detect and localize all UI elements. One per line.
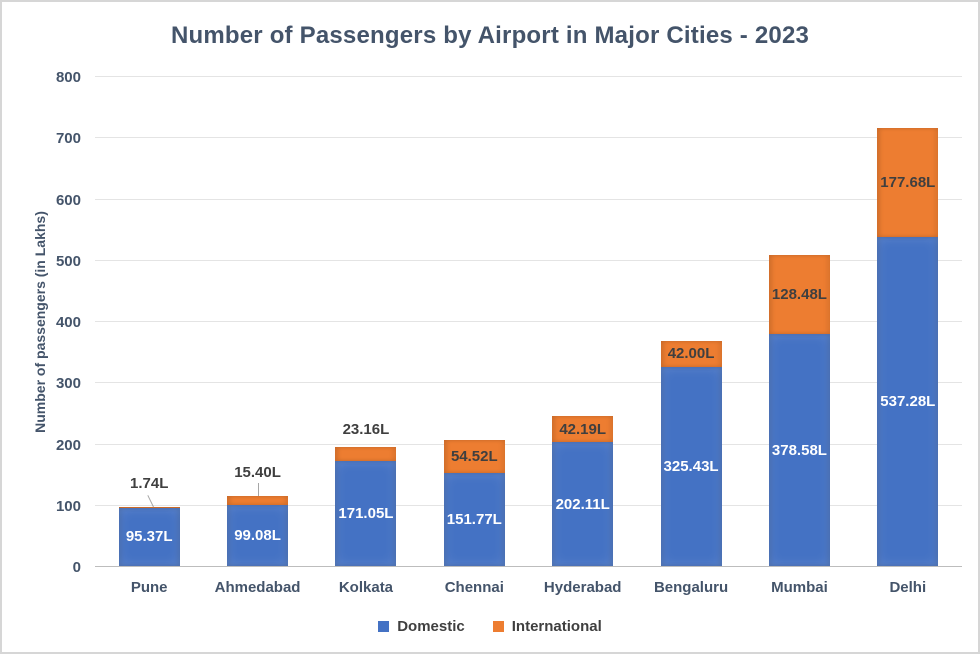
y-axis-tick-label: 0	[72, 559, 81, 576]
y-axis-tick-label: 300	[55, 375, 81, 393]
data-label-domestic-hyderabad: 202.11L	[555, 495, 610, 513]
y-axis-tick-label: 600	[55, 191, 81, 209]
legend-item-domestic: Domestic	[378, 618, 465, 635]
bar-bengaluru-domestic-segment: 325.43L	[660, 366, 722, 566]
legend-item-international: International	[492, 618, 602, 635]
bar-hyderabad-international-segment: 42.19L	[552, 416, 614, 443]
gridline-800	[95, 76, 962, 77]
data-label-domestic-pune: 95.37L	[125, 528, 173, 546]
data-label-international-ahmedabad: 15.40L	[234, 463, 281, 481]
bar-chennai-domestic-segment: 151.77L	[443, 473, 505, 566]
data-label-international-hyderabad: 42.19L	[559, 420, 607, 438]
bar-chennai-international-segment: 54.52L	[443, 439, 505, 474]
legend-label-international: International	[511, 618, 602, 635]
gridline-200	[95, 443, 962, 445]
data-label-domestic-delhi: 537.28L	[880, 392, 936, 410]
data-label-domestic-ahmedabad: 99.08L	[234, 527, 281, 545]
bar-pune-international-segment	[118, 506, 180, 508]
data-label-domestic-bengaluru: 325.43L	[663, 457, 719, 475]
domestic-swatch-icon	[378, 621, 390, 632]
x-axis-label-hyderabad: Hyderabad	[543, 579, 622, 596]
bar-pune-domestic-segment: 95.37L	[118, 507, 180, 566]
gridline-700	[95, 137, 962, 139]
bar-delhi-domestic-segment: 537.28L	[877, 236, 939, 566]
international-swatch-icon	[492, 621, 504, 632]
data-label-international-mumbai: 128.48L	[771, 286, 827, 304]
y-axis-tick-label: 500	[55, 252, 81, 270]
bar-ahmedabad-international-segment	[227, 495, 289, 506]
bar-ahmedabad-domestic-segment: 99.08L	[227, 505, 289, 566]
x-axis-label-pune: Pune	[130, 579, 168, 596]
bar-hyderabad-domestic-segment: 202.11L	[552, 442, 614, 566]
legend: Domestic International	[2, 618, 978, 635]
y-axis-tick-label: 100	[55, 497, 81, 515]
x-axis-label-delhi: Delhi	[889, 579, 927, 596]
x-axis-label-bengaluru: Bengaluru	[653, 579, 729, 596]
x-axis-label-mumbai: Mumbai	[771, 579, 828, 596]
x-axis-label-kolkata: Kolkata	[338, 579, 394, 596]
x-axis-label-chennai: Chennai	[444, 579, 504, 596]
chart-title: Number of Passengers by Airport in Major…	[170, 22, 810, 49]
leader-line-ahmedabad	[257, 482, 259, 496]
x-axis-label-ahmedabad: Ahmedabad	[214, 579, 301, 596]
data-label-international-delhi: 177.68L	[880, 174, 936, 191]
bar-mumbai-international-segment: 128.48L	[768, 255, 830, 335]
data-label-international-kolkata: 23.16L	[342, 421, 390, 439]
bar-kolkata-international-segment	[335, 447, 397, 462]
bar-delhi-international-segment: 177.68L	[877, 128, 939, 237]
data-label-international-bengaluru: 42.00L	[667, 345, 715, 363]
y-axis-tick-label: 700	[55, 130, 81, 148]
bar-bengaluru-international-segment: 42.00L	[660, 340, 722, 367]
gridline-100	[95, 504, 962, 506]
bar-mumbai-domestic-segment: 378.58L	[768, 334, 830, 566]
y-axis-tick-label: 800	[55, 69, 81, 86]
gridline-400	[95, 321, 962, 322]
y-axis-tick-label: 200	[55, 436, 81, 454]
bar-kolkata-domestic-segment: 171.05L	[335, 461, 397, 566]
gridline-500	[95, 259, 962, 261]
data-label-domestic-kolkata: 171.05L	[338, 505, 394, 523]
y-axis-tick-label: 400	[55, 314, 81, 331]
data-label-international-pune: 1.74L	[130, 474, 169, 492]
gridline-300	[95, 382, 962, 384]
gridline-600	[95, 198, 962, 200]
x-axis-line	[95, 566, 962, 567]
data-label-domestic-chennai: 151.77L	[446, 511, 502, 529]
plot-area: 0 100 200 300 400 500 600 700 800 95.37L 1.74L Pune…	[56, 69, 962, 596]
data-label-domestic-mumbai: 378.58L	[771, 441, 827, 459]
legend-label-domestic: Domestic	[397, 618, 465, 635]
data-label-international-chennai: 54.52L	[450, 447, 498, 465]
